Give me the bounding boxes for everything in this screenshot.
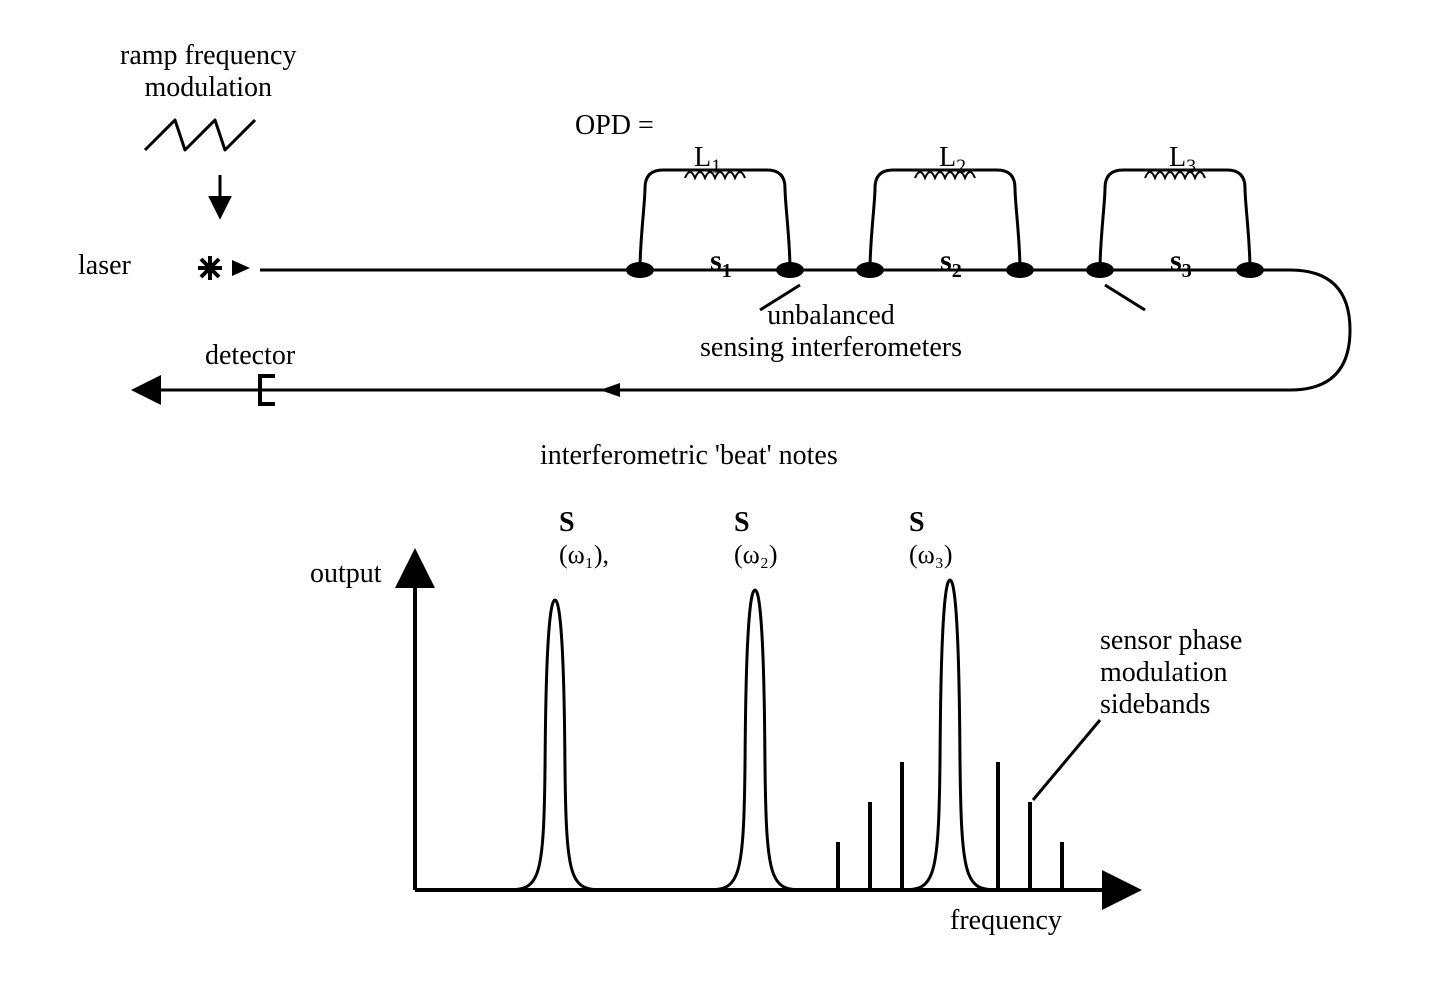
label-S2: S (ω₂): [720, 475, 778, 571]
label-detector: detector: [205, 340, 295, 372]
l1-sub: 1: [711, 156, 721, 178]
S3-arg: (ω₃): [909, 540, 953, 569]
l1-letter: L: [694, 142, 711, 173]
l3-sub: 3: [1186, 156, 1196, 178]
S3-letter: S: [909, 507, 925, 538]
S1-letter: S: [559, 507, 575, 538]
label-l3: L3: [1155, 110, 1196, 179]
label-unbalanced: unbalanced sensing interferometers: [700, 300, 962, 364]
label-frequency: frequency: [950, 905, 1062, 937]
s3-sub: 3: [1182, 260, 1192, 282]
label-output: output: [310, 558, 382, 590]
label-sidebands: sensor phase modulation sidebands: [1100, 625, 1242, 721]
s2-letter: s: [940, 244, 952, 277]
S2-arg: (ω₂): [734, 540, 778, 569]
s1-letter: s: [710, 244, 722, 277]
l2-sub: 2: [956, 156, 966, 178]
s3-letter: s: [1170, 244, 1182, 277]
label-l1: L1: [680, 110, 721, 179]
label-s1: s1: [695, 210, 732, 283]
label-l2: L2: [925, 110, 966, 179]
label-S1: S (ω₁),: [545, 475, 609, 571]
label-laser: laser: [78, 250, 131, 282]
S1-arg: (ω₁),: [559, 540, 609, 569]
label-s3: s3: [1155, 210, 1192, 283]
label-beat-notes: interferometric 'beat' notes: [540, 440, 838, 472]
S2-letter: S: [734, 507, 750, 538]
label-ramp: ramp frequency modulation: [120, 40, 296, 104]
s2-sub: 2: [952, 260, 962, 282]
label-S3: S (ω₃): [895, 475, 953, 571]
label-s2: s2: [925, 210, 962, 283]
l3-letter: L: [1169, 142, 1186, 173]
s1-sub: 1: [722, 260, 732, 282]
label-opd: OPD =: [575, 110, 654, 142]
l2-letter: L: [939, 142, 956, 173]
